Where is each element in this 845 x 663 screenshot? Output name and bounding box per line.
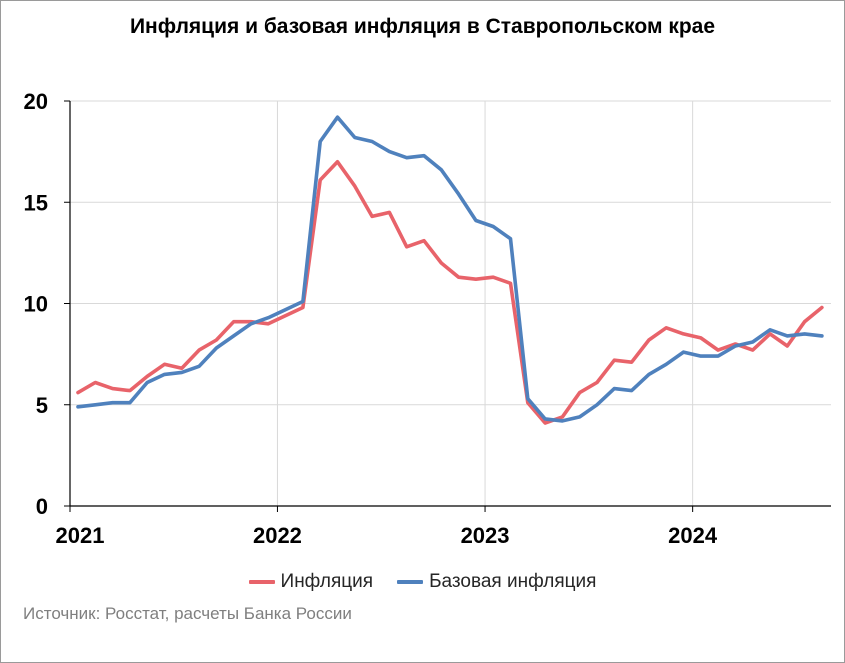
legend-item-core-inflation: Базовая инфляция [397, 571, 596, 593]
x-tick-label: 2022 [253, 523, 302, 548]
legend-label-inflation: Инфляция [280, 571, 374, 592]
y-tick-label: 15 [24, 190, 48, 215]
legend-item-inflation: Инфляция [248, 571, 374, 593]
legend-label-core-inflation: Базовая инфляция [429, 571, 597, 592]
y-tick-label: 5 [36, 393, 48, 418]
series-line-core-inflation [76, 115, 824, 423]
y-tick-label: 0 [36, 494, 48, 519]
legend-swatch-core-inflation [397, 580, 424, 584]
source-note: Источник: Росстат, расчеты Банка России [23, 604, 352, 623]
axes [64, 100, 831, 512]
legend-swatch-inflation [248, 580, 275, 584]
x-tick-label: 2024 [668, 523, 718, 548]
y-tick-label: 20 [24, 89, 48, 114]
y-tick-label: 10 [24, 292, 48, 317]
legend: Инфляция Базовая инфляция [1, 571, 844, 593]
gridlines [70, 100, 831, 506]
chart-title: Инфляция и базовая инфляция в Ставрополь… [129, 15, 716, 38]
series-lines [76, 115, 824, 425]
series-line-inflation [76, 160, 824, 425]
x-tick-label: 2021 [56, 523, 105, 548]
tick-labels: 0 5 10 15 20 2021 2022 2023 2024 [24, 89, 718, 548]
x-tick-label: 2023 [461, 523, 510, 548]
